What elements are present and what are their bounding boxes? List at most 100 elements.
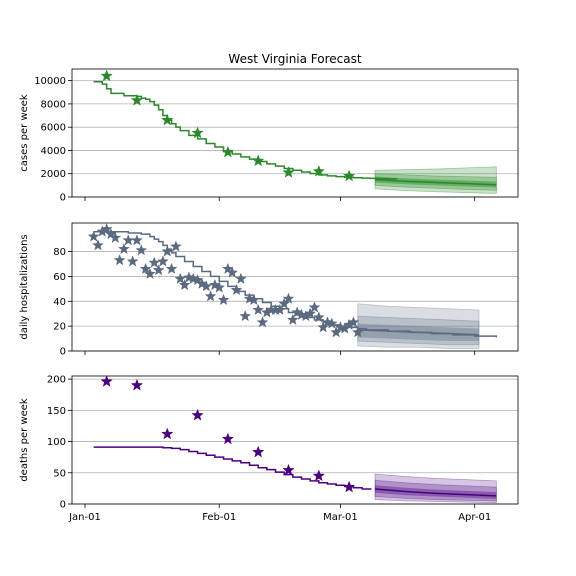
chart-title: West Virginia Forecast — [228, 52, 361, 66]
observed-point — [148, 256, 161, 268]
observed-point — [304, 307, 317, 319]
y-axis-title: daily hospitalizations — [19, 234, 30, 339]
observed-point — [113, 254, 126, 266]
observed-point — [252, 303, 265, 316]
observed-point — [282, 166, 295, 178]
observed-point — [312, 469, 326, 482]
observed-point — [252, 445, 265, 458]
observed-point — [330, 326, 343, 338]
x-tick-label: Feb-01 — [202, 512, 236, 523]
observed-point — [308, 301, 321, 313]
y-axis-title: cases per week — [19, 94, 30, 172]
observed-point — [230, 283, 243, 296]
axes-frame — [71, 222, 519, 352]
observed-point — [342, 480, 356, 493]
y-tick-label: 4000 — [41, 146, 66, 157]
forecast-band-outer — [374, 473, 497, 504]
observed-point — [161, 245, 174, 257]
observed-point — [157, 255, 169, 267]
observed-point — [312, 164, 326, 177]
observed-point — [200, 280, 213, 292]
observed-point — [170, 240, 182, 252]
observed-point — [282, 292, 295, 304]
observed-point — [221, 145, 235, 158]
observed-point — [161, 427, 174, 440]
observed-point — [144, 267, 156, 279]
observed-point — [256, 316, 269, 328]
y-tick-label: 80 — [53, 247, 66, 258]
panel-3: 0 50 100 150 200 Jan-01 Feb-01 Mar-01 Apr-01 deat… — [19, 375, 519, 523]
y-tick-label: 60 — [53, 272, 66, 283]
observed-point — [122, 234, 135, 246]
y-tick-label: 150 — [47, 406, 66, 417]
observed-point — [217, 293, 230, 306]
y-tick-label: 40 — [53, 297, 66, 308]
axes-frame — [71, 375, 519, 505]
y-tick-label: 100 — [47, 437, 66, 448]
observed-point — [100, 69, 113, 82]
y-tick-label: 0 — [60, 347, 66, 358]
observed-point — [109, 231, 122, 243]
observed-point — [239, 309, 252, 322]
observed-point — [118, 242, 130, 255]
observed-point — [87, 230, 100, 242]
x-tick-label: Mar-01 — [323, 512, 358, 523]
observed-point — [234, 272, 247, 284]
observed-point — [191, 126, 204, 139]
observed-point — [221, 432, 235, 445]
forecast-band-middle — [374, 479, 497, 502]
observed-point — [139, 262, 152, 275]
x-tick-label: Jan-01 — [68, 512, 101, 523]
observed-point — [100, 222, 113, 235]
observed-point — [178, 278, 191, 291]
observed-point — [131, 234, 143, 246]
y-tick-label: 200 — [47, 375, 66, 386]
observed-point — [282, 463, 295, 476]
y-tick-label: 20 — [53, 322, 66, 333]
observed-point — [100, 375, 113, 387]
forecast-band-outer — [374, 166, 497, 194]
y-tick-label: 8000 — [41, 99, 66, 110]
observed-point — [252, 154, 265, 167]
forecast-band-inner — [375, 485, 497, 500]
observed-point — [92, 239, 104, 251]
panel-2: 0 20 40 60 80 daily hospitalizations — [19, 222, 519, 358]
y-tick-label: 0 — [60, 193, 66, 204]
observed-point — [286, 313, 299, 325]
observed-point — [165, 262, 178, 275]
observed-point — [152, 264, 165, 276]
y-tick-label: 0 — [60, 500, 66, 511]
observed-point — [130, 93, 144, 106]
observed-point — [273, 303, 286, 316]
observed-point — [226, 266, 239, 278]
y-tick-label: 50 — [53, 468, 66, 479]
observed-point — [325, 317, 338, 329]
observed-point — [161, 113, 174, 126]
model-fit-line — [93, 446, 372, 490]
observed-point — [174, 272, 187, 284]
observed-point — [130, 378, 144, 391]
model-fit-line — [93, 81, 398, 180]
observed-point — [317, 321, 330, 333]
forecast-median-line — [375, 488, 497, 497]
observed-point — [312, 311, 325, 323]
y-tick-label: 2000 — [41, 169, 66, 180]
forecast-band-middle — [357, 315, 480, 346]
observed-point — [135, 244, 148, 256]
y-axis-title: deaths per week — [19, 398, 30, 482]
y-tick-label: 6000 — [41, 123, 66, 134]
observed-point — [347, 316, 360, 328]
observed-point — [126, 255, 139, 267]
y-tick-label: 10000 — [34, 76, 66, 87]
observed-point — [247, 293, 260, 306]
observed-point — [351, 326, 364, 338]
observed-point — [342, 169, 356, 182]
x-tick-label: Apr-01 — [458, 512, 491, 523]
observed-point — [213, 281, 226, 293]
observed-point — [191, 408, 204, 421]
observed-point — [278, 297, 291, 309]
forecast-median-line — [375, 178, 497, 186]
panel-1: 0 2000 4000 6000 8000 10000 cases per week — [19, 68, 519, 204]
forecast-band-outer — [357, 303, 480, 349]
